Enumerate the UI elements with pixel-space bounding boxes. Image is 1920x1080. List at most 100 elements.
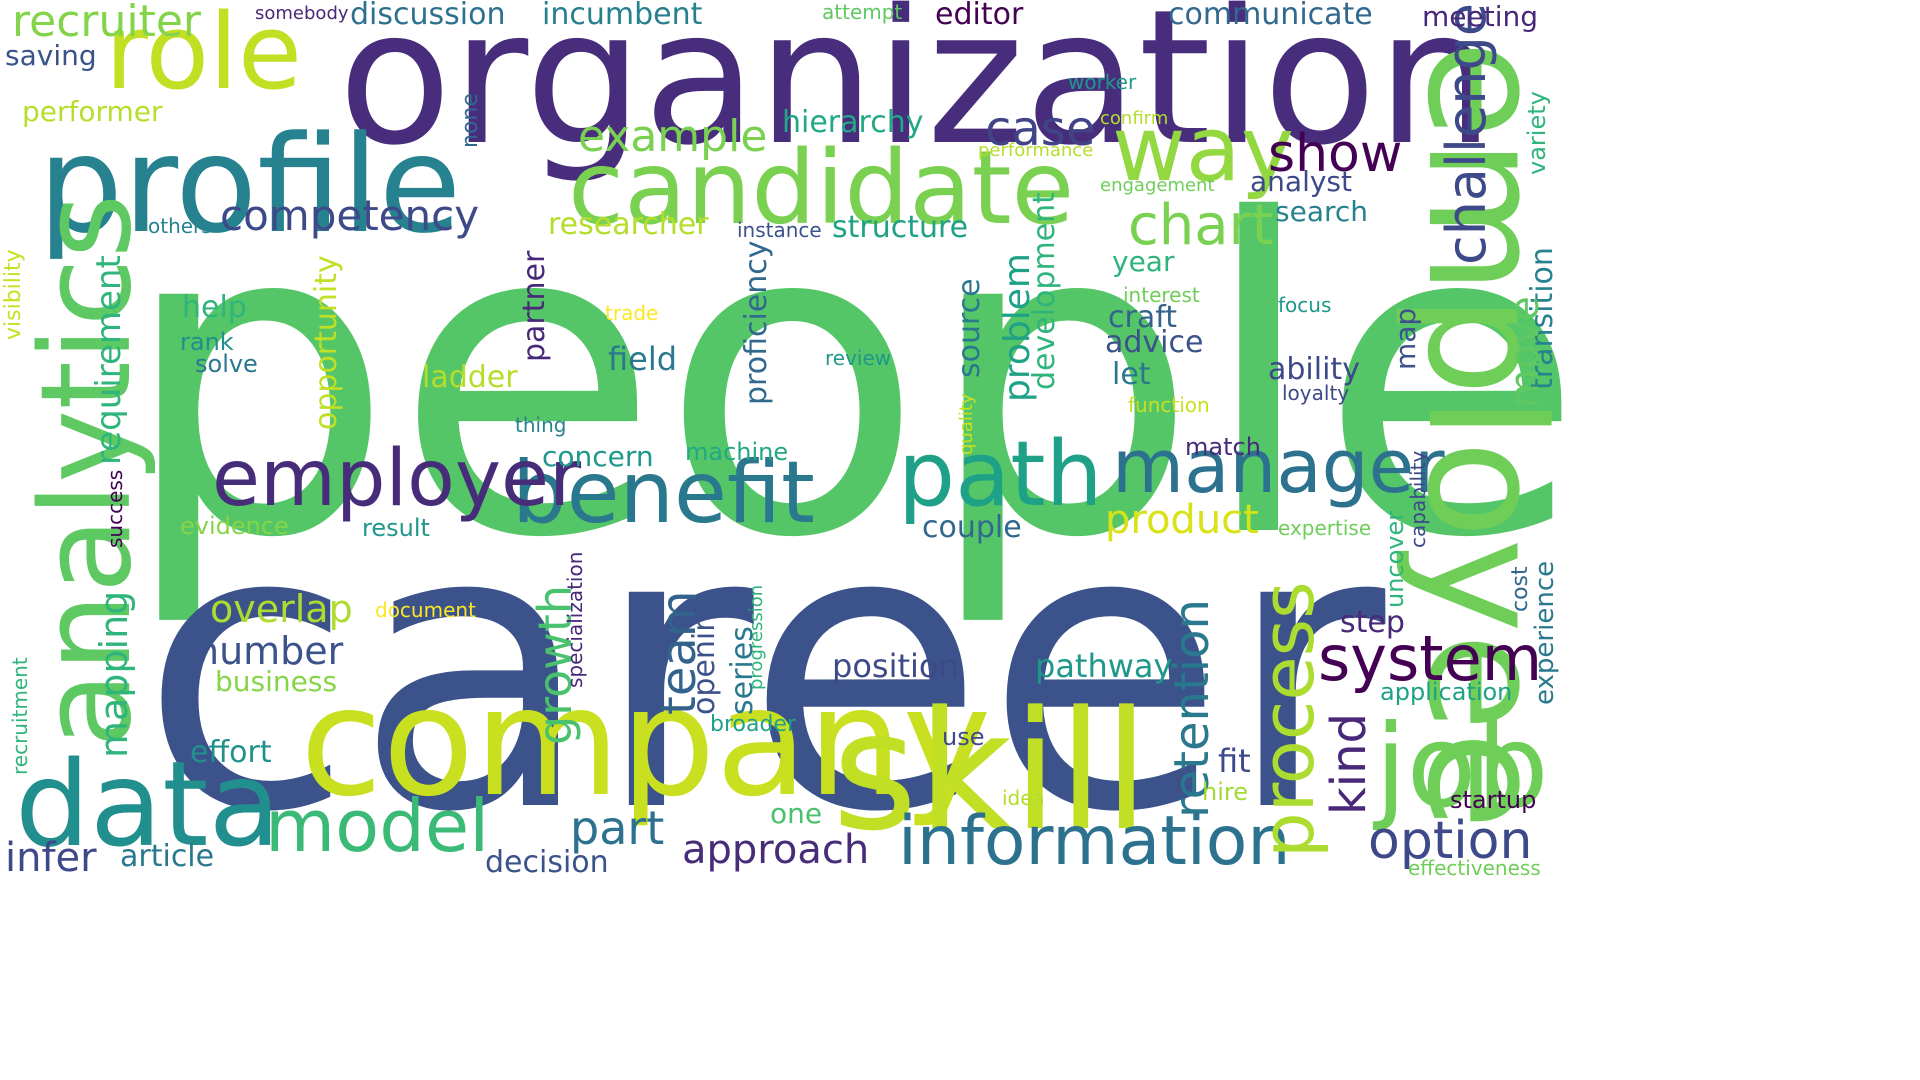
word-model: model: [265, 784, 490, 868]
word-application: application: [1380, 678, 1513, 706]
word-benefit: benefit: [512, 443, 815, 543]
word-proficiency: proficiency: [739, 240, 774, 405]
word-thing: thing: [515, 413, 567, 437]
word-none: none: [458, 93, 483, 148]
word-career: career: [140, 443, 1386, 897]
word-focus: focus: [1278, 293, 1332, 317]
word-visibility: visibility: [1, 249, 26, 340]
word-approach: approach: [682, 827, 870, 873]
word-kind: kind: [1321, 712, 1377, 815]
word-concern: concern: [542, 440, 654, 473]
word-show: show: [1268, 124, 1403, 184]
word-rank: rank: [180, 328, 234, 356]
word-match: match: [1185, 433, 1261, 461]
word-requirement: requirement: [89, 255, 129, 465]
word-case: case: [985, 101, 1096, 157]
word-editor: editor: [935, 0, 1024, 32]
word-business: business: [215, 665, 338, 698]
word-recruiter: recruiter: [12, 0, 201, 47]
word-example: example: [578, 111, 768, 162]
word-skill: skill: [832, 676, 1150, 867]
word-company: company: [300, 656, 992, 830]
word-structure: structure: [832, 210, 969, 245]
word-organization: organization: [338, 0, 1495, 186]
word-job: job: [1375, 700, 1549, 833]
word-information: information: [898, 802, 1291, 881]
word-advice: advice: [1105, 325, 1204, 360]
word-effectiveness: effectiveness: [1408, 856, 1541, 880]
word-variety: variety: [1523, 91, 1551, 175]
word-quality: quality: [956, 393, 977, 455]
word-competency: competency: [220, 191, 480, 240]
word-evidence: evidence: [180, 512, 289, 540]
word-loyalty: loyalty: [1282, 381, 1350, 405]
word-candidate: candidate: [568, 129, 1075, 248]
word-problem: problem: [997, 253, 1038, 402]
word-part: part: [570, 801, 665, 855]
word-others: others: [148, 214, 212, 238]
word-move: move: [1502, 296, 1548, 408]
word-manager: manager: [1112, 424, 1445, 510]
word-mapping: mapping: [92, 590, 136, 758]
word-saving: saving: [5, 39, 97, 72]
word-meeting: meeting: [1422, 0, 1539, 33]
word-pathway: pathway: [1035, 647, 1173, 685]
word-somebody: somebody: [255, 3, 349, 24]
word-hire: hire: [1202, 778, 1248, 806]
word-series: series: [725, 626, 760, 715]
word-challenge: challenge: [1435, 3, 1498, 265]
word-path: path: [898, 422, 1103, 527]
word-one: one: [770, 797, 823, 830]
word-recruitment: recruitment: [8, 657, 32, 775]
word-process: process: [1246, 581, 1330, 858]
word-startup: startup: [1450, 786, 1537, 814]
word-fit: fit: [1218, 742, 1251, 780]
word-communicate: communicate: [1168, 0, 1373, 32]
word-article: article: [120, 839, 215, 874]
word-ability: ability: [1268, 352, 1360, 387]
word-chart: chart: [1128, 193, 1274, 258]
word-document: document: [375, 598, 476, 622]
word-cost: cost: [1508, 566, 1533, 612]
word-idea: idea: [1002, 786, 1045, 810]
word-source: source: [952, 278, 987, 378]
word-effort: effort: [190, 735, 272, 770]
word-year: year: [1112, 245, 1175, 278]
word-employer: employer: [212, 434, 582, 524]
word-ladder: ladder: [422, 360, 518, 395]
word-solve: solve: [195, 350, 258, 378]
word-step: step: [1340, 605, 1405, 640]
word-capability: capability: [1406, 450, 1430, 548]
word-attempt: attempt: [822, 0, 903, 24]
word-decision: decision: [485, 845, 609, 880]
word-experience: experience: [1530, 560, 1560, 705]
word-system: system: [1318, 622, 1543, 695]
word-engagement: engagement: [1100, 175, 1215, 196]
word-role: role: [105, 0, 302, 113]
word-incumbent: incumbent: [542, 0, 703, 32]
word-field: field: [608, 340, 678, 378]
word-performance: performance: [978, 140, 1094, 161]
word-profile: profile: [38, 107, 462, 263]
word-data: data: [15, 735, 281, 873]
word-infer: infer: [5, 835, 97, 881]
word-confirm: confirm: [1100, 108, 1169, 129]
word-instance: instance: [737, 218, 822, 242]
word-uncover: uncover: [1381, 510, 1409, 608]
word-option: option: [1368, 811, 1533, 871]
word-result: result: [362, 514, 430, 542]
word-researcher: researcher: [548, 207, 709, 242]
word-success: success: [103, 469, 127, 548]
word-discussion: discussion: [350, 0, 506, 32]
word-position: position: [832, 647, 959, 685]
word-use: use: [942, 723, 985, 751]
word-machine: machine: [685, 438, 789, 466]
word-opportunity: opportunity: [309, 255, 344, 430]
word-way: way: [1112, 97, 1295, 202]
word-product: product: [1105, 497, 1259, 543]
word-couple: couple: [922, 510, 1022, 545]
word-help: help: [182, 290, 247, 325]
word-broader: broader: [710, 712, 797, 737]
word-opening: opening: [687, 593, 722, 715]
